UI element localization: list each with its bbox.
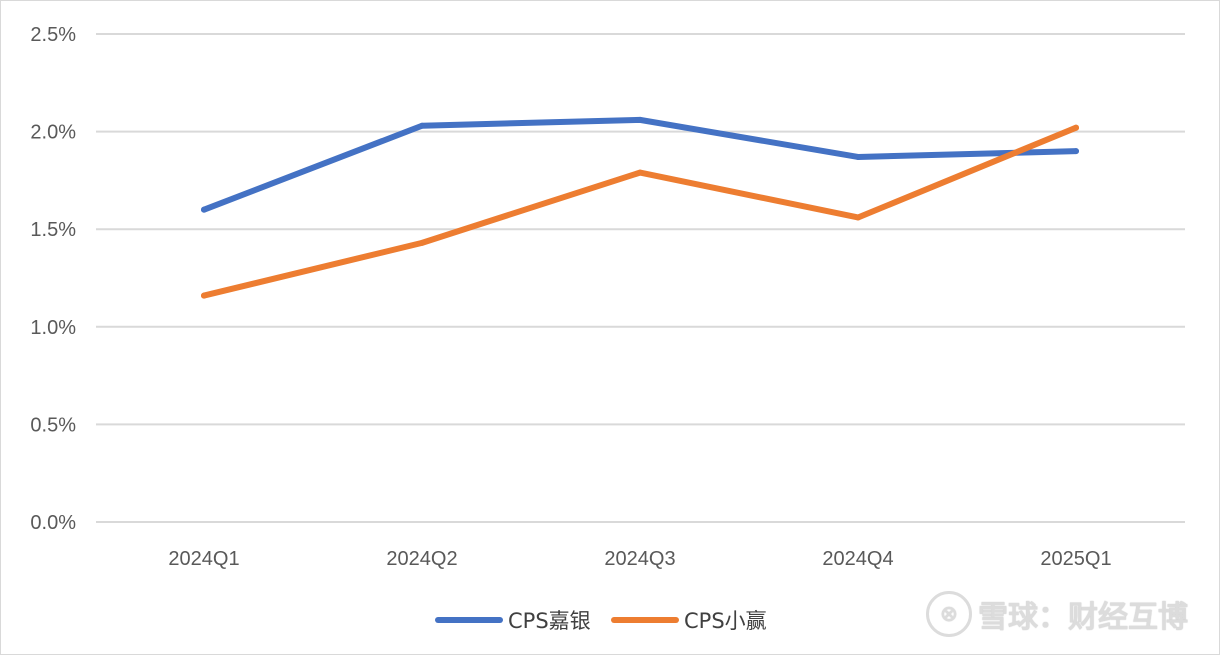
- x-tick-label: 2024Q3: [604, 548, 675, 570]
- gridlines: [96, 33, 1185, 523]
- y-tick-label: 1.0%: [30, 317, 76, 339]
- legend-label: CPS小赢: [684, 609, 767, 633]
- data-point: [201, 292, 207, 299]
- data-point: [855, 153, 861, 160]
- y-tick-label: 2.5%: [30, 24, 76, 46]
- watermark-text: 雪球：财经互博: [978, 600, 1188, 635]
- x-tick-label: 2025Q1: [1040, 548, 1111, 570]
- data-point: [637, 116, 643, 123]
- data-point: [419, 122, 425, 129]
- x-tick-label: 2024Q2: [386, 548, 457, 570]
- y-tick-label: 2.0%: [30, 122, 76, 144]
- legend: CPS嘉银 CPS小赢: [435, 609, 767, 633]
- series-line-1: [201, 116, 1079, 213]
- watermark: ⊗ 雪球：财经互博: [926, 591, 1188, 637]
- y-tick-label: 0.5%: [30, 414, 76, 436]
- x-tick-label: 2024Q1: [168, 548, 239, 570]
- data-point: [855, 214, 861, 221]
- y-axis-ticks: 0.0% 0.5% 1.0% 1.5% 2.0% 2.5%: [30, 24, 76, 534]
- data-point: [1073, 148, 1079, 155]
- x-axis-ticks: 2024Q1 2024Q2 2024Q3 2024Q4 2025Q1: [168, 548, 1111, 570]
- series-lines: [201, 116, 1079, 299]
- data-point: [637, 169, 643, 176]
- data-point: [419, 239, 425, 246]
- data-point: [201, 206, 207, 213]
- legend-label: CPS嘉银: [508, 609, 591, 633]
- y-tick-label: 0.0%: [30, 512, 76, 534]
- y-tick-label: 1.5%: [30, 219, 76, 241]
- x-tick-label: 2024Q4: [822, 548, 893, 570]
- snowball-logo-icon: ⊗: [926, 591, 972, 637]
- data-point: [1073, 124, 1079, 131]
